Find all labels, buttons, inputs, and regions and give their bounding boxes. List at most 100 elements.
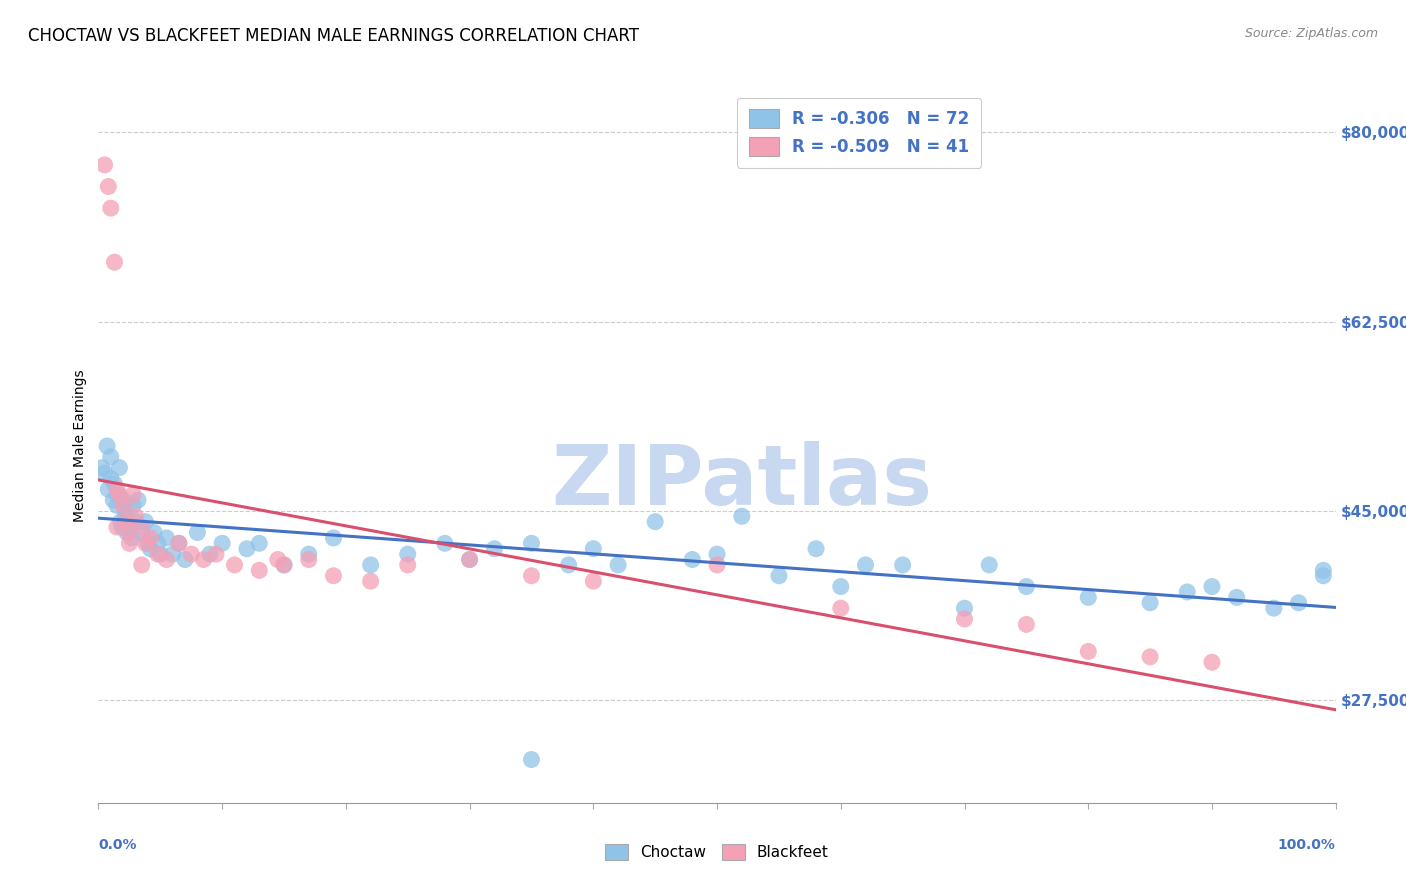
Point (607, 558, 630, 572)
Point (186, 525, 208, 540)
Point (122, 499, 145, 513)
Point (247, 563, 270, 577)
Point (322, 568, 344, 582)
Point (236, 541, 259, 556)
Point (1175, 585, 1198, 599)
Point (124, 509, 146, 524)
Point (108, 488, 131, 502)
Point (162, 547, 184, 561)
Point (93, 158, 115, 172)
Point (830, 601, 852, 615)
Point (644, 515, 666, 529)
Point (93, 466, 115, 480)
Point (520, 753, 543, 767)
Point (103, 255, 125, 269)
Point (118, 515, 141, 529)
Point (681, 552, 703, 566)
Point (322, 531, 344, 545)
Point (267, 552, 290, 566)
Point (127, 493, 149, 508)
Point (1226, 591, 1249, 605)
Legend: Choctaw, Blackfeet: Choctaw, Blackfeet (599, 838, 835, 866)
Point (1139, 649, 1161, 664)
Point (155, 552, 177, 566)
Point (768, 568, 790, 582)
Point (1288, 596, 1310, 610)
Point (111, 520, 134, 534)
Point (1015, 580, 1038, 594)
Point (124, 515, 146, 529)
Point (100, 201, 122, 215)
Point (122, 488, 145, 502)
Point (1312, 563, 1334, 577)
Point (1139, 596, 1161, 610)
Point (134, 536, 156, 550)
Point (205, 547, 228, 561)
Point (105, 499, 128, 513)
Point (1312, 568, 1334, 582)
Point (155, 531, 177, 545)
Point (396, 547, 419, 561)
Point (360, 558, 382, 572)
Point (167, 536, 190, 550)
Point (298, 547, 321, 561)
Text: 0.0%: 0.0% (98, 838, 136, 853)
Point (131, 558, 153, 572)
Point (198, 547, 221, 561)
Point (458, 552, 481, 566)
Point (146, 547, 169, 561)
Point (1263, 601, 1285, 615)
Point (103, 493, 125, 508)
Point (396, 558, 419, 572)
Point (112, 493, 135, 508)
Point (114, 515, 136, 529)
Point (979, 558, 1001, 572)
Point (96, 439, 118, 453)
Point (167, 536, 190, 550)
Text: Source: ZipAtlas.com: Source: ZipAtlas.com (1244, 27, 1378, 40)
Point (891, 558, 914, 572)
Point (298, 552, 321, 566)
Point (118, 536, 141, 550)
Point (180, 547, 202, 561)
Point (121, 531, 143, 545)
Point (520, 568, 543, 582)
Point (582, 574, 605, 589)
Point (273, 558, 295, 572)
Point (100, 450, 122, 464)
Point (953, 612, 976, 626)
Point (830, 580, 852, 594)
Point (136, 536, 159, 550)
Y-axis label: Median Male Earnings: Median Male Earnings (73, 369, 87, 523)
Point (131, 520, 153, 534)
Point (706, 547, 728, 561)
Point (731, 509, 754, 524)
Point (105, 488, 128, 502)
Point (1077, 591, 1099, 605)
Point (114, 504, 136, 518)
Point (706, 558, 728, 572)
Point (114, 509, 136, 524)
Point (458, 552, 481, 566)
Point (433, 536, 456, 550)
Point (131, 525, 153, 540)
Point (484, 541, 506, 556)
Point (115, 525, 138, 540)
Point (1201, 655, 1223, 669)
Text: 100.0%: 100.0% (1278, 838, 1336, 853)
Point (112, 499, 135, 513)
Point (143, 525, 166, 540)
Point (582, 541, 605, 556)
Text: ZIPatlas: ZIPatlas (551, 442, 932, 522)
Point (174, 552, 197, 566)
Point (100, 471, 122, 485)
Point (1201, 580, 1223, 594)
Point (97, 179, 120, 194)
Point (804, 541, 827, 556)
Legend: R = -0.306   N = 72, R = -0.509   N = 41: R = -0.306 N = 72, R = -0.509 N = 41 (737, 97, 981, 168)
Point (211, 536, 233, 550)
Point (557, 558, 579, 572)
Point (224, 558, 246, 572)
Point (108, 460, 131, 475)
Point (105, 520, 128, 534)
